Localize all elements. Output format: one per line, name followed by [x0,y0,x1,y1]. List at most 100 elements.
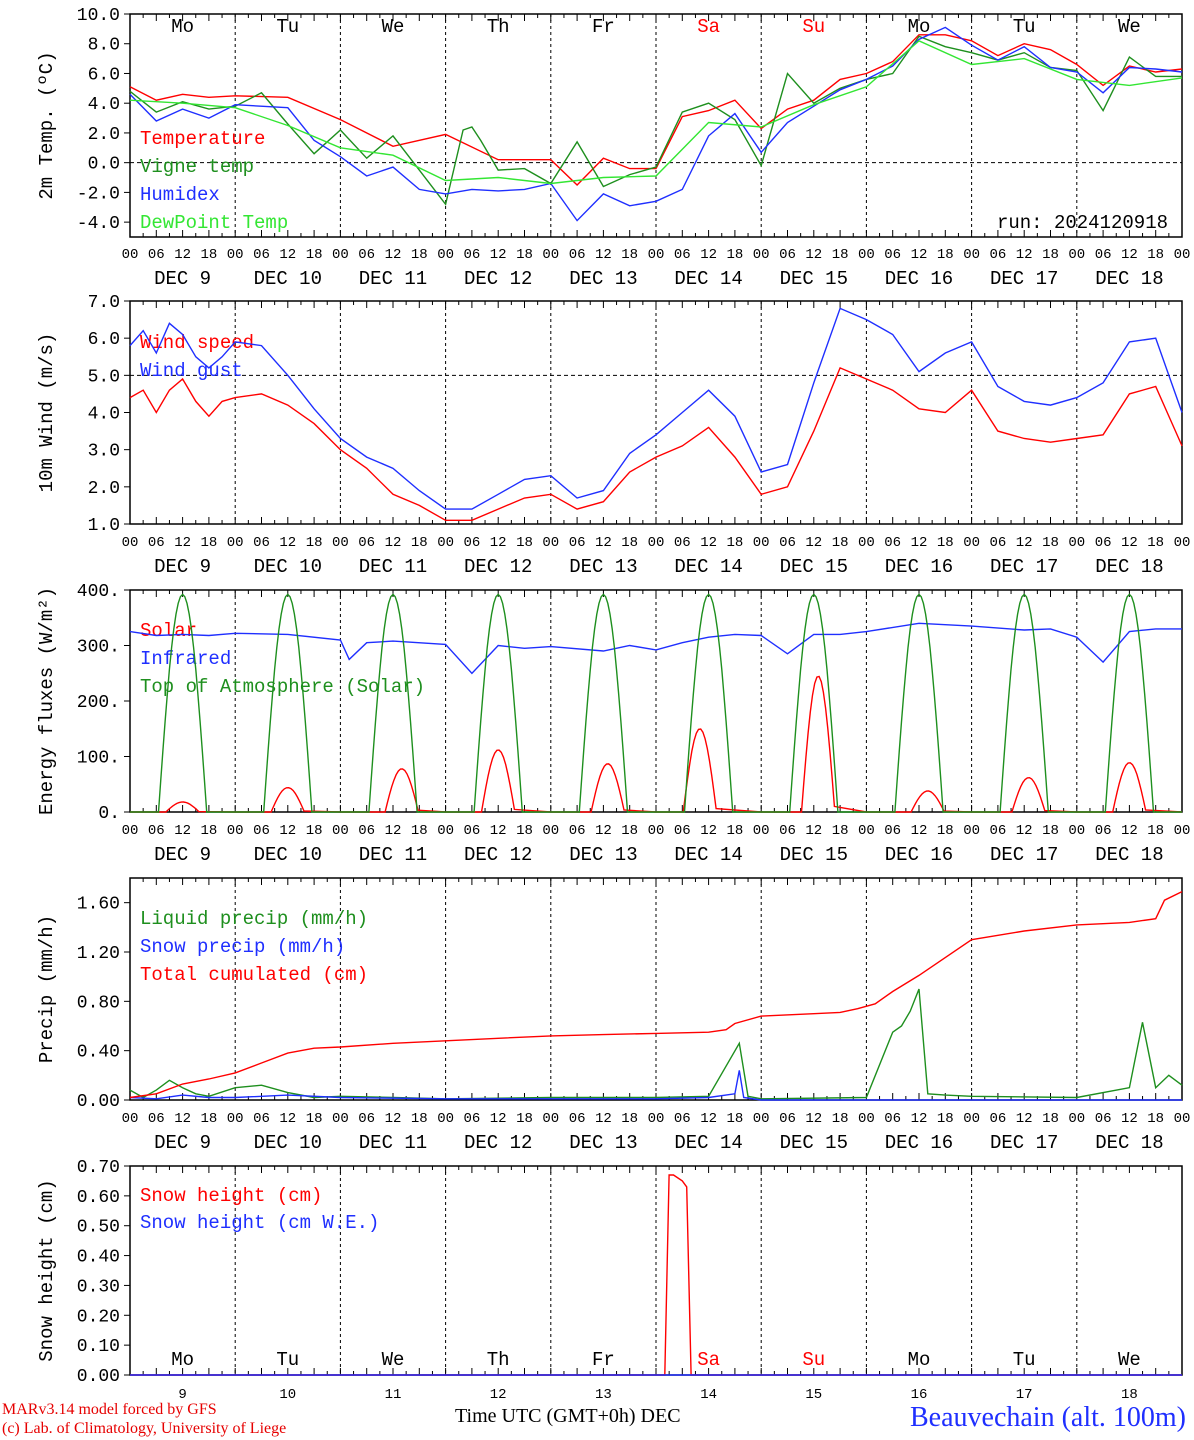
hour-tick-label: 18 [516,247,533,263]
y-axis-label: 2m Temp. (ºC) [36,51,58,199]
hour-tick-label: 06 [779,823,796,839]
legend-entry: Wind speed [140,332,254,354]
series-line-liquid-precip-mm-h- [129,988,1183,1100]
hour-tick-label: 00 [648,535,665,551]
hour-tick-label: 18 [306,823,323,839]
y-tick-label: 0.00 [77,1092,120,1112]
hour-tick-label: 18 [937,247,954,263]
hour-tick-label: 06 [884,535,901,551]
hour-tick-label: 12 [490,535,507,551]
hour-tick-label: 06 [1095,1111,1112,1127]
hour-tick-label: 06 [253,823,270,839]
day-name: Su [802,1349,825,1371]
hour-tick-label: 18 [1147,535,1164,551]
hour-tick-label: 12 [1016,247,1033,263]
legend-entry: Liquid precip (mm/h) [140,908,368,930]
day-number: 14 [700,1387,717,1403]
date-label: DEC 17 [990,268,1058,290]
date-label: DEC 14 [674,1132,742,1154]
day-name: Th [487,16,510,38]
hour-tick-label: 06 [674,535,691,551]
hour-tick-label: 00 [122,247,139,263]
day-number: 12 [490,1387,507,1403]
date-label: DEC 15 [780,556,848,578]
hour-tick-label: 18 [832,535,849,551]
y-tick-label: -4.0 [77,214,120,234]
series-line-temperature [129,34,1183,186]
hour-tick-label: 18 [937,823,954,839]
lab-credit: (c) Lab. of Climatology, University of L… [2,1420,287,1437]
hour-tick-label: 12 [490,1111,507,1127]
y-tick-label: 5.0 [88,367,120,387]
hour-tick-label: 00 [542,1111,559,1127]
station-label: Beauvechain (alt. 100m) [909,1402,1186,1433]
y-tick-label: 2.0 [88,125,120,145]
legend-entry: Solar [140,620,197,642]
date-label: DEC 9 [154,268,211,290]
day-number: 15 [805,1387,822,1403]
hour-tick-label: 12 [595,1111,612,1127]
series-line-snow-precip-mm-h- [129,1070,1182,1101]
date-label: DEC 17 [990,556,1058,578]
hour-tick-label: 00 [963,1111,980,1127]
date-label: DEC 16 [885,268,953,290]
series-line-snow-height-cm- [130,1174,1182,1376]
hour-tick-label: 00 [1068,1111,1085,1127]
day-name: Mo [908,1349,931,1371]
hour-tick-label: 06 [148,247,165,263]
hour-tick-label: 00 [332,823,349,839]
hour-tick-label: 06 [463,1111,480,1127]
hour-tick-label: 18 [832,1111,849,1127]
hour-tick-label: 06 [463,823,480,839]
y-tick-label: 0.40 [77,1043,120,1063]
y-tick-label: 1.0 [88,516,120,536]
date-label: DEC 13 [569,844,637,866]
hour-tick-label: 06 [358,1111,375,1127]
hour-tick-label: 00 [332,247,349,263]
plot-frame [129,300,1183,525]
date-label: DEC 9 [154,844,211,866]
y-tick-label: 4.0 [88,95,120,115]
hour-tick-label: 06 [674,1111,691,1127]
hour-tick-label: 06 [674,247,691,263]
day-name: Sa [697,1349,720,1371]
legend-entry: Temperature [140,128,265,150]
hour-tick-label: 00 [1068,247,1085,263]
hour-tick-label: 18 [937,1111,954,1127]
hour-tick-label: 12 [700,535,717,551]
hour-tick-label: 06 [148,1111,165,1127]
day-name: We [1118,1349,1141,1371]
hour-tick-label: 06 [148,535,165,551]
hour-tick-label: 06 [884,1111,901,1127]
hour-tick-label: 12 [385,535,402,551]
hour-tick-label: 18 [306,247,323,263]
y-tick-label: 0.60 [77,1188,120,1208]
date-label: DEC 12 [464,1132,532,1154]
hour-tick-label: 06 [674,823,691,839]
hour-tick-label: 18 [1042,535,1059,551]
day-name: We [382,16,405,38]
hour-tick-label: 00 [648,823,665,839]
legend-entry: Wind gust [140,360,243,382]
hour-tick-label: 06 [463,247,480,263]
hour-tick-label: 00 [858,1111,875,1127]
date-label: DEC 13 [569,1132,637,1154]
hour-tick-label: 06 [358,535,375,551]
hour-tick-label: 00 [963,247,980,263]
hour-tick-label: 00 [753,247,770,263]
date-label: DEC 16 [885,1132,953,1154]
hour-tick-label: 00 [437,247,454,263]
run-annotation: run: 2024120918 [997,212,1168,234]
hour-tick-label: 18 [200,535,217,551]
hour-tick-label: 00 [648,1111,665,1127]
hour-tick-label: 06 [779,247,796,263]
hour-tick-label: 12 [911,823,928,839]
hour-tick-label: 00 [437,535,454,551]
y-tick-label: 0.20 [77,1307,120,1327]
hour-tick-label: 00 [963,535,980,551]
hour-tick-label: 00 [753,535,770,551]
hour-tick-label: 00 [227,823,244,839]
hour-tick-label: 06 [463,535,480,551]
hour-tick-label: 18 [832,247,849,263]
date-label: DEC 18 [1095,268,1163,290]
